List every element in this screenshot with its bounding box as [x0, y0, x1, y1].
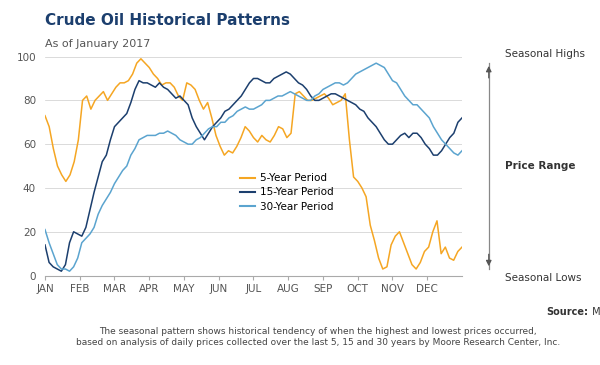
Text: The seasonal pattern shows historical tendency of when the highest and lowest pr: The seasonal pattern shows historical te…	[76, 327, 560, 347]
Text: As of January 2017: As of January 2017	[45, 39, 151, 49]
Text: Crude Oil Historical Patterns: Crude Oil Historical Patterns	[45, 13, 290, 28]
Text: Source:: Source:	[546, 307, 588, 317]
Legend: 5-Year Period, 15-Year Period, 30-Year Period: 5-Year Period, 15-Year Period, 30-Year P…	[235, 169, 338, 216]
Text: Seasonal Lows: Seasonal Lows	[505, 273, 581, 283]
Text: Price Range: Price Range	[505, 161, 575, 171]
Text: Seasonal Highs: Seasonal Highs	[505, 49, 584, 59]
Text: Moore Research Center, U.S. Global Investors: Moore Research Center, U.S. Global Inves…	[589, 307, 600, 317]
